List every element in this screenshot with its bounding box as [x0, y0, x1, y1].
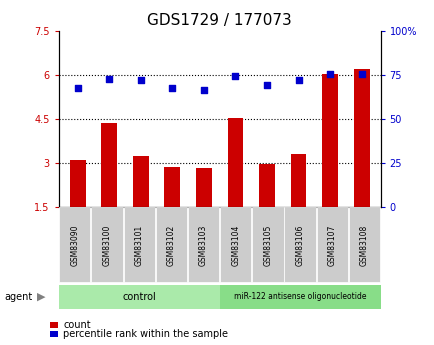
- Bar: [353, 69, 369, 207]
- Text: count: count: [63, 320, 91, 330]
- Point: [263, 82, 270, 88]
- Text: GSM83090: GSM83090: [70, 224, 79, 266]
- Title: GDS1729 / 177073: GDS1729 / 177073: [147, 13, 291, 29]
- Text: GSM83106: GSM83106: [295, 224, 304, 266]
- Bar: [259, 165, 274, 207]
- Bar: [196, 168, 211, 207]
- Bar: [227, 118, 243, 207]
- Point: [326, 72, 333, 77]
- Text: GSM83107: GSM83107: [327, 224, 336, 266]
- Text: ▶: ▶: [37, 292, 46, 302]
- Point: [105, 77, 112, 82]
- Bar: [322, 73, 337, 207]
- Text: GSM83100: GSM83100: [102, 224, 111, 266]
- Text: GSM83103: GSM83103: [199, 224, 207, 266]
- Bar: [132, 156, 148, 207]
- Text: control: control: [122, 292, 156, 302]
- Bar: [164, 167, 180, 207]
- Text: miR-122 antisense oligonucleotide: miR-122 antisense oligonucleotide: [233, 292, 365, 301]
- Point: [200, 88, 207, 93]
- Bar: [290, 154, 306, 207]
- Text: agent: agent: [4, 292, 33, 302]
- Bar: [69, 160, 85, 207]
- Text: GSM83105: GSM83105: [263, 224, 272, 266]
- Point: [357, 72, 364, 77]
- Text: GSM83108: GSM83108: [359, 224, 368, 266]
- Point: [168, 86, 175, 91]
- Point: [74, 86, 81, 91]
- Text: GSM83101: GSM83101: [135, 224, 143, 266]
- Bar: [101, 124, 117, 207]
- Point: [231, 73, 238, 78]
- Text: percentile rank within the sample: percentile rank within the sample: [63, 329, 227, 339]
- Point: [294, 78, 301, 83]
- Text: GSM83102: GSM83102: [167, 224, 175, 266]
- Point: [137, 78, 144, 83]
- Text: GSM83104: GSM83104: [231, 224, 240, 266]
